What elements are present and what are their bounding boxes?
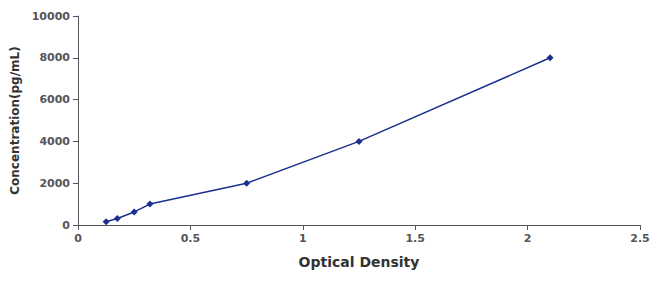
svg-text:2000: 2000 xyxy=(39,177,70,190)
svg-text:6000: 6000 xyxy=(39,93,70,106)
svg-text:0.5: 0.5 xyxy=(181,232,201,245)
svg-text:Concentration(pg/mL): Concentration(pg/mL) xyxy=(8,46,22,194)
svg-text:0: 0 xyxy=(74,232,82,245)
svg-text:1.5: 1.5 xyxy=(405,232,425,245)
svg-text:1: 1 xyxy=(299,232,307,245)
svg-text:Optical Density: Optical Density xyxy=(299,254,420,270)
svg-text:10000: 10000 xyxy=(32,10,71,23)
svg-text:4000: 4000 xyxy=(39,135,70,148)
svg-text:8000: 8000 xyxy=(39,51,70,64)
svg-text:0: 0 xyxy=(62,219,70,232)
svg-text:2.5: 2.5 xyxy=(630,232,650,245)
svg-text:2: 2 xyxy=(524,232,532,245)
